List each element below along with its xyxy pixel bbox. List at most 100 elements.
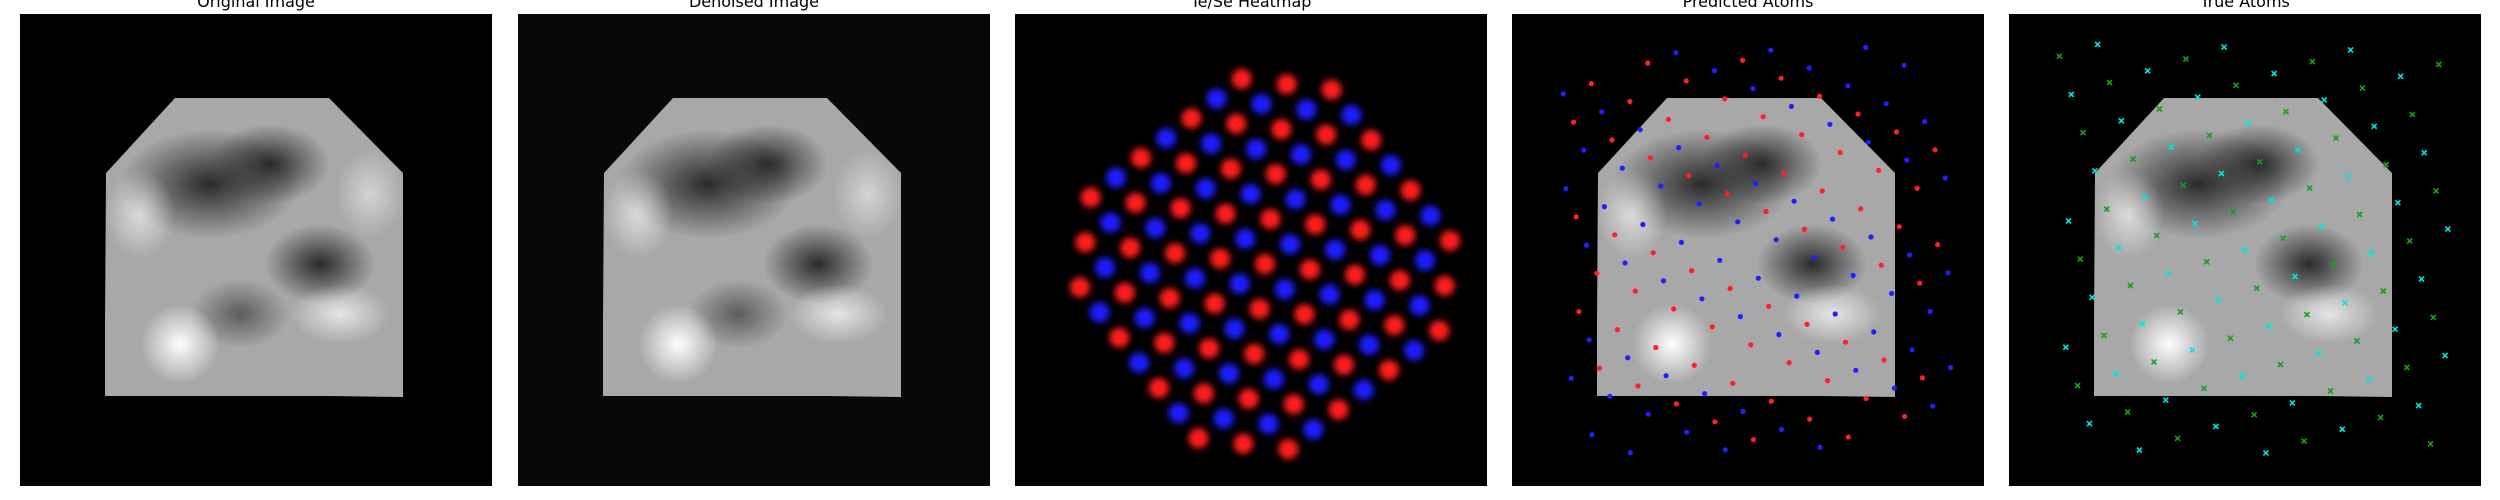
predicted-atom-marker: [1814, 349, 1820, 355]
se-blob: [1100, 212, 1121, 233]
predicted-atom-marker: [1919, 375, 1925, 381]
predicted-atom-marker: [1663, 373, 1669, 379]
predicted-atom-marker: [1778, 75, 1784, 81]
predicted-atom-marker: [1786, 360, 1792, 366]
true-atom-marker: [2212, 423, 2219, 430]
panel-title-heatmap: Te/Se Heatmap: [1190, 0, 1312, 11]
te-blob: [1440, 230, 1461, 251]
true-atom-marker: [2153, 232, 2160, 239]
true-atom-marker: [2306, 185, 2313, 192]
se-blob: [1280, 234, 1301, 255]
predicted-atom-marker: [1619, 165, 1625, 171]
se-blob: [1105, 167, 1126, 188]
heatmap-svg: [1069, 68, 1461, 460]
true-atom-marker: [2382, 161, 2390, 168]
true-atom-marker: [2068, 91, 2075, 98]
true-atom-marker: [2268, 196, 2275, 204]
se-blob: [1364, 290, 1385, 310]
te-blob: [1316, 124, 1337, 145]
true-atom-marker: [2339, 426, 2346, 433]
predicted-atom-marker: [1717, 257, 1723, 263]
true-atom-marker: [2368, 249, 2375, 256]
predicted-atom-marker: [1653, 344, 1659, 351]
true-atom-marker: [2056, 53, 2063, 60]
true-atom-marker: [2112, 370, 2119, 377]
true-atom-marker: [2433, 187, 2440, 194]
te-blob: [1384, 315, 1405, 336]
true-atom-marker: [2168, 144, 2175, 151]
te-blob: [1334, 354, 1354, 375]
te-blob: [1289, 349, 1310, 370]
se-blob: [1303, 419, 1324, 440]
predicted-atom-marker: [1755, 275, 1761, 281]
true-atom-marker: [2394, 199, 2401, 206]
true-atom-marker: [2215, 296, 2222, 304]
se-blob: [1168, 403, 1189, 424]
panel-title-denoised: Denoised Image: [688, 0, 820, 11]
se-blob: [1150, 173, 1171, 194]
true-atom-marker: [2430, 314, 2437, 321]
true-atom-marker: [2221, 44, 2228, 51]
true-atom-marker: [2421, 149, 2428, 156]
predicted-atom-marker: [1942, 175, 1948, 181]
true-atom-marker: [2232, 82, 2239, 89]
te-blob: [1226, 113, 1247, 134]
predicted-atom-marker: [1607, 393, 1613, 399]
se-blob: [1190, 223, 1211, 244]
true-atom-marker: [2262, 449, 2269, 456]
true-atom-marker: [2074, 382, 2081, 389]
true-atom-marker: [2080, 129, 2087, 136]
true-atom-marker: [2280, 235, 2287, 242]
predicted-atom-marker: [1599, 109, 1605, 115]
predicted-atom-marker: [1806, 65, 1812, 71]
predicted-atom-marker: [1724, 191, 1730, 197]
te-blob: [1294, 304, 1315, 325]
true-atom-marker: [2444, 226, 2451, 233]
predicted-atom-marker: [1704, 134, 1710, 140]
se-blob: [1263, 369, 1284, 389]
true-atom-marker: [2150, 358, 2158, 365]
predicted-atom-marker: [1948, 365, 1954, 371]
true-atom-marker: [2065, 217, 2072, 224]
te-blob: [1231, 68, 1252, 89]
predicted-atom-marker: [1837, 149, 1843, 156]
true-atom-marker: [2244, 120, 2251, 127]
true-atom-marker: [2144, 67, 2151, 74]
true-atom-marker: [2403, 364, 2410, 371]
predicted-atom-marker: [1683, 78, 1689, 84]
true-atom-marker: [2303, 311, 2310, 318]
te-blob: [1215, 203, 1236, 224]
predicted-atom-marker: [1627, 450, 1633, 456]
true-atom-marker: [2127, 282, 2134, 289]
true-atom-marker: [2218, 170, 2225, 177]
true-atom-marker: [2241, 246, 2249, 254]
true-atom-marker: [2315, 349, 2322, 356]
true-atom-marker: [2435, 61, 2442, 68]
true-atom-marker: [2180, 182, 2187, 189]
se-blob: [1134, 307, 1155, 328]
predicted-atom-marker: [1945, 270, 1951, 276]
predicted-atom-marker: [1930, 403, 1936, 409]
predicted-atom-marker: [1893, 129, 1900, 135]
te-blob: [1238, 388, 1259, 409]
true-atom-marker: [2194, 94, 2201, 101]
predicted-atom-marker: [1812, 255, 1818, 261]
se-blob: [1291, 144, 1311, 165]
se-blob: [1258, 414, 1279, 434]
predicted-atom-marker: [1850, 272, 1856, 279]
predicted-atom-marker: [1773, 237, 1779, 243]
true-atom-marker: [2136, 447, 2143, 454]
predicted-atom-marker: [1791, 198, 1797, 204]
original-image-svg: [105, 98, 403, 397]
true-atom-marker: [2189, 347, 2196, 354]
se-blob: [1359, 334, 1380, 355]
predicted-atom-marker: [1927, 308, 1933, 314]
te-blob: [1114, 282, 1135, 303]
predicted-atom-marker: [1678, 239, 1684, 245]
predicted-atom-marker: [1712, 419, 1718, 425]
predicted-atom-marker: [1640, 221, 1646, 228]
predicted-atom-marker: [1627, 98, 1633, 105]
true-atom-marker: [2177, 308, 2184, 315]
se-blob: [1409, 295, 1430, 316]
true-atom-marker: [2409, 111, 2416, 118]
